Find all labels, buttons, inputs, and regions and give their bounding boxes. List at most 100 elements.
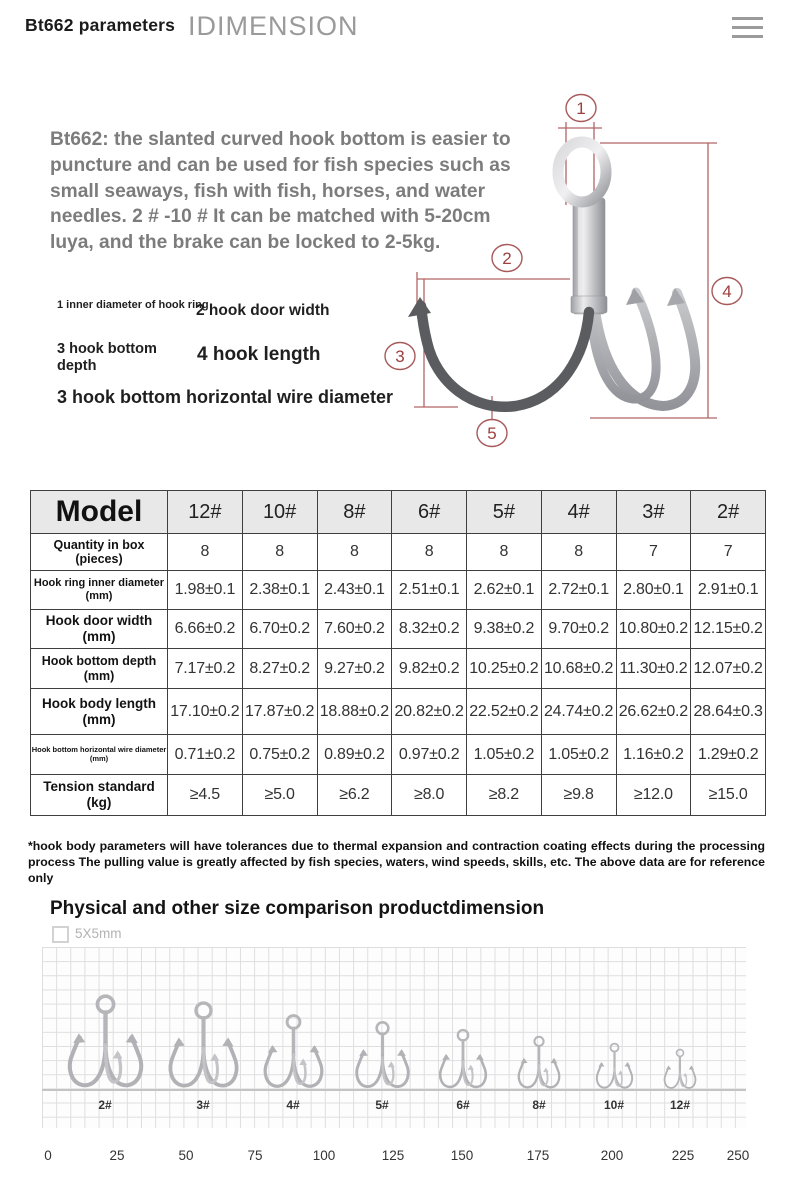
callout-markers: 1 2 3 4 5 — [384, 93, 743, 448]
table-cell: 2.72±0.1 — [540, 570, 617, 610]
table-cell: ≥12.0 — [615, 774, 692, 816]
legend-inner-diameter: 1 inner diameter of hook ring — [57, 299, 209, 311]
dim-line-2 — [416, 272, 570, 310]
table-cell: 0.75±0.2 — [241, 734, 318, 775]
table-cell: 8 — [466, 533, 542, 571]
legend-hook-length: 4 hook length — [197, 344, 321, 365]
table-cell: 7.17±0.2 — [167, 648, 243, 689]
table-cell: ≥8.0 — [391, 774, 467, 816]
comparison-hook-12 — [661, 1048, 699, 1090]
grid-floor-line — [42, 1089, 746, 1091]
row-label: Hook door width (mm) — [30, 609, 168, 649]
comparison-title: Physical and other size comparison produ… — [50, 898, 545, 919]
ruler-tick: 200 — [600, 1148, 624, 1163]
table-cell: 8 — [241, 533, 318, 571]
ruler-tick: 50 — [178, 1148, 194, 1163]
table-row: Hook body length (mm) 17.10±0.2 17.87±0.… — [30, 688, 766, 735]
column-header: 12# — [167, 490, 243, 534]
callout-2: 2 — [502, 249, 511, 268]
ruler-tick: 25 — [109, 1148, 125, 1163]
column-header: 3# — [615, 490, 692, 534]
disclaimer-footnote: *hook body parameters will have toleranc… — [28, 839, 765, 885]
table-cell: 6.70±0.2 — [241, 609, 318, 649]
table-cell: 9.70±0.2 — [540, 609, 617, 649]
table-cell: 8.27±0.2 — [241, 648, 318, 689]
table-cell: 12.07±0.2 — [690, 648, 766, 689]
right-prong-barb — [667, 288, 685, 306]
comparison-hook-10 — [593, 1042, 636, 1090]
table-cell: ≥6.2 — [316, 774, 393, 816]
table-cell: 0.71±0.2 — [167, 734, 243, 775]
scale-label: 5X5mm — [75, 926, 122, 941]
table-cell: 7 — [615, 533, 692, 571]
table-cell: 10.25±0.2 — [466, 648, 542, 689]
table-cell: ≥15.0 — [690, 774, 766, 816]
table-cell: 9.38±0.2 — [466, 609, 542, 649]
column-header: 6# — [391, 490, 467, 534]
table-row: Hook door width (mm) 6.66±0.2 6.70±0.2 7… — [30, 609, 766, 649]
ruler-tick: 125 — [381, 1148, 405, 1163]
scale-checkbox[interactable] — [52, 926, 69, 943]
column-header: 10# — [241, 490, 318, 534]
ruler-tick: 150 — [450, 1148, 474, 1163]
hook-size-label: 4# — [286, 1098, 300, 1112]
middle-prong — [586, 287, 661, 404]
table-cell: 17.87±0.2 — [241, 688, 318, 735]
table-cell: 9.82±0.2 — [391, 648, 467, 689]
table-row: Hook bottom horizontal wire diameter (mm… — [30, 734, 766, 775]
row-label: Quantity in box (pieces) — [30, 533, 168, 571]
column-header: 5# — [466, 490, 542, 534]
table-cell: 22.52±0.2 — [466, 688, 542, 735]
left-prong — [415, 300, 595, 413]
table-cell: 2.51±0.1 — [391, 570, 467, 610]
page-title: Bt662 parameters — [25, 15, 176, 35]
table-cell: 2.62±0.1 — [466, 570, 542, 610]
table-cell: 10.68±0.2 — [540, 648, 617, 689]
treble-hook-diagram: 1 2 3 4 5 — [384, 93, 743, 448]
table-cell: 26.62±0.2 — [615, 688, 692, 735]
table-cell: 6.66±0.2 — [167, 609, 243, 649]
ruler-tick: 250 — [726, 1148, 750, 1163]
legend-hook-door-width: 2 hook door width — [196, 302, 330, 319]
hook-size-label: 2# — [98, 1098, 112, 1112]
table-cell: ≥4.5 — [167, 774, 243, 816]
table-cell: ≥9.8 — [540, 774, 617, 816]
dim-line-4 — [590, 142, 717, 419]
table-cell: 9.27±0.2 — [316, 648, 393, 689]
table-cell: 7 — [690, 533, 766, 571]
comparison-hook-4 — [259, 1013, 328, 1090]
left-prong-barb — [408, 297, 431, 317]
table-cell: 8 — [540, 533, 617, 571]
table-cell: 24.74±0.2 — [540, 688, 617, 735]
table-cell: 0.97±0.2 — [391, 734, 467, 775]
right-prong — [590, 288, 701, 412]
hook-size-label: 10# — [603, 1098, 625, 1112]
hook-size-label: 5# — [375, 1098, 389, 1112]
hook-size-label: 6# — [456, 1098, 470, 1112]
ruler-tick: 175 — [526, 1148, 550, 1163]
table-cell: 1.29±0.2 — [690, 734, 766, 775]
hook-size-label: 3# — [196, 1098, 210, 1112]
hamburger-menu-icon[interactable] — [732, 17, 763, 44]
table-cell: 11.30±0.2 — [615, 648, 692, 689]
ruler-tick: 0 — [44, 1148, 52, 1163]
callout-1: 1 — [576, 99, 585, 118]
model-header: Model — [30, 490, 168, 534]
table-cell: 28.64±0.3 — [690, 688, 766, 735]
size-grid — [42, 947, 746, 1128]
hook-eye — [552, 136, 612, 208]
table-cell: 2.43±0.1 — [316, 570, 393, 610]
ruler-tick: 225 — [671, 1148, 695, 1163]
brand-title: IDIMENSION — [188, 11, 359, 41]
comparison-hook-6 — [435, 1028, 491, 1090]
column-header: 4# — [540, 490, 617, 534]
legend-hook-bottom-depth: 3 hook bottom depth — [57, 341, 157, 374]
table-cell: 8.32±0.2 — [391, 609, 467, 649]
table-cell: 1.98±0.1 — [167, 570, 243, 610]
row-label: Hook bottom horizontal wire diameter (mm… — [30, 734, 168, 775]
callout-3: 3 — [395, 347, 404, 366]
table-cell: 1.05±0.2 — [466, 734, 542, 775]
table-cell: 17.10±0.2 — [167, 688, 243, 735]
table-cell: ≥8.2 — [466, 774, 542, 816]
table-cell: 10.80±0.2 — [615, 609, 692, 649]
